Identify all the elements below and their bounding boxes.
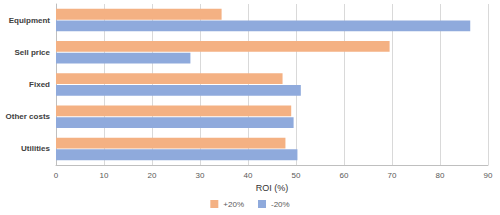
svg-text:50: 50: [292, 171, 301, 180]
svg-text:0: 0: [54, 171, 59, 180]
svg-text:70: 70: [388, 171, 397, 180]
svg-text:+20%: +20%: [223, 200, 244, 209]
svg-text:ROI (%): ROI (%): [256, 183, 289, 193]
svg-text:10: 10: [100, 171, 109, 180]
svg-text:60: 60: [340, 171, 349, 180]
svg-text:80: 80: [436, 171, 445, 180]
svg-text:Other costs: Other costs: [6, 112, 51, 121]
svg-text:Equipment: Equipment: [9, 16, 51, 25]
svg-text:Utilities: Utilities: [21, 144, 50, 153]
svg-text:40: 40: [244, 171, 253, 180]
svg-text:Sell price: Sell price: [14, 48, 50, 57]
svg-text:90: 90: [484, 171, 493, 180]
svg-text:-20%: -20%: [271, 200, 290, 209]
svg-text:30: 30: [196, 171, 205, 180]
svg-text:Fixed: Fixed: [29, 80, 50, 89]
svg-text:20: 20: [148, 171, 157, 180]
